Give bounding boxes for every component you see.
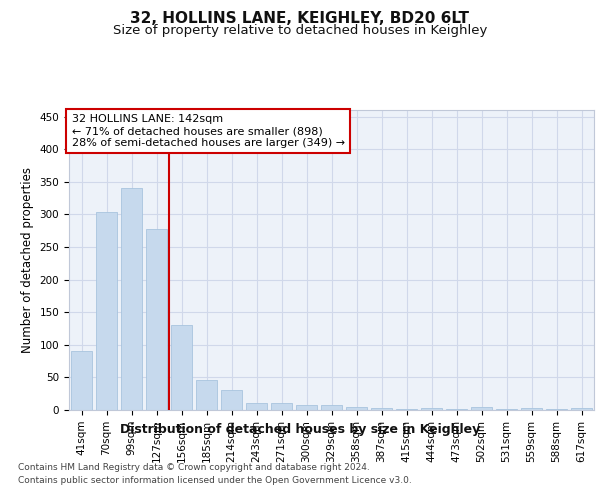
Text: 32 HOLLINS LANE: 142sqm
← 71% of detached houses are smaller (898)
28% of semi-d: 32 HOLLINS LANE: 142sqm ← 71% of detache…: [71, 114, 345, 148]
Bar: [96, 212, 117, 410]
Text: Size of property relative to detached houses in Keighley: Size of property relative to detached ho…: [113, 24, 487, 37]
Bar: [171, 325, 192, 410]
Bar: [196, 380, 217, 410]
Text: Contains HM Land Registry data © Crown copyright and database right 2024.: Contains HM Land Registry data © Crown c…: [18, 462, 370, 471]
Bar: [521, 408, 542, 410]
Bar: [421, 408, 442, 410]
Text: 32, HOLLINS LANE, KEIGHLEY, BD20 6LT: 32, HOLLINS LANE, KEIGHLEY, BD20 6LT: [131, 11, 470, 26]
Bar: [346, 406, 367, 410]
Bar: [471, 408, 492, 410]
Text: Distribution of detached houses by size in Keighley: Distribution of detached houses by size …: [120, 422, 480, 436]
Bar: [246, 404, 267, 410]
Bar: [271, 403, 292, 410]
Bar: [146, 228, 167, 410]
Bar: [571, 408, 592, 410]
Bar: [371, 408, 392, 410]
Y-axis label: Number of detached properties: Number of detached properties: [21, 167, 34, 353]
Bar: [121, 188, 142, 410]
Bar: [321, 406, 342, 410]
Bar: [71, 352, 92, 410]
Text: Contains public sector information licensed under the Open Government Licence v3: Contains public sector information licen…: [18, 476, 412, 485]
Bar: [296, 405, 317, 410]
Bar: [221, 390, 242, 410]
